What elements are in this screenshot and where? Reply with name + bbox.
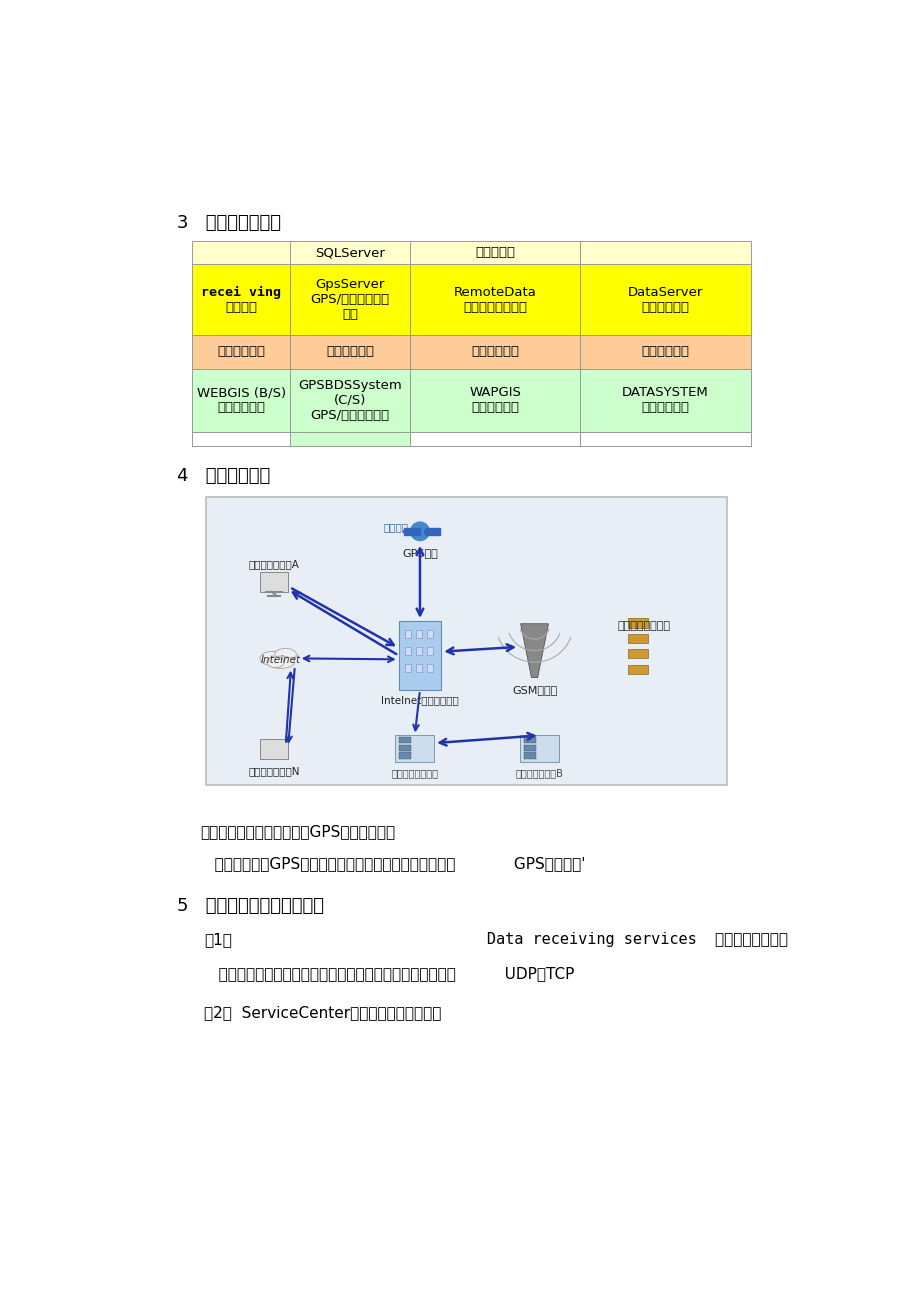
Text: 电子地图管理: 电子地图管理 <box>641 345 688 358</box>
Bar <box>410 369 580 433</box>
Text: RemoteData
远程数据服务中心: RemoteData 远程数据服务中心 <box>453 285 536 314</box>
Text: 大型数据库: 大型数据库 <box>475 246 515 259</box>
Bar <box>628 649 647 658</box>
Text: Inteinet: Inteinet <box>261 655 301 665</box>
Polygon shape <box>520 624 548 678</box>
Ellipse shape <box>267 657 284 667</box>
Text: GPSBDSSystem
(C/S)
GPS/北斗客户端系: GPSBDSSystem (C/S) GPS/北斗客户端系 <box>298 379 402 422</box>
Bar <box>192 335 289 369</box>
Bar <box>289 433 410 446</box>
Bar <box>289 369 410 433</box>
Circle shape <box>410 523 429 541</box>
Ellipse shape <box>275 649 296 661</box>
Bar <box>404 528 419 536</box>
Bar <box>580 335 750 369</box>
Text: 北斗二代: 北斗二代 <box>383 523 408 533</box>
Text: 可以单独使用GPS也可以单独北斗，同时可以进行北斗和            GPS混合定位': 可以单独使用GPS也可以单独北斗，同时可以进行北斗和 GPS混合定位' <box>200 856 585 872</box>
Text: 车辆隶属管理: 车辆隶属管理 <box>471 345 518 358</box>
Bar <box>398 620 441 691</box>
Bar <box>628 665 647 674</box>
Text: 计算机监控中右B: 计算机监控中右B <box>516 767 563 778</box>
Text: 3   、系统组成结构: 3 、系统组成结构 <box>176 214 280 232</box>
Text: 接收大容量终端数据和数据解析，同时支持多种协议，支持          UDP和TCP: 接收大容量终端数据和数据解析，同时支持多种协议，支持 UDP和TCP <box>204 967 573 981</box>
Text: WAPGIS
手机查车系统: WAPGIS 手机查车系统 <box>469 387 520 414</box>
Text: SQLServer: SQLServer <box>315 246 385 259</box>
Bar <box>260 572 288 592</box>
Text: 本系统采用北斗二代卫星和GPS双模定位系统: 本系统采用北斗二代卫星和GPS双模定位系统 <box>200 823 395 839</box>
Bar <box>524 737 535 743</box>
Text: Intelnet网络通信中心: Intelnet网络通信中心 <box>380 694 459 705</box>
Bar <box>628 619 647 628</box>
Text: DataServer
数据服务中心: DataServer 数据服务中心 <box>627 285 702 314</box>
Ellipse shape <box>267 657 294 668</box>
Bar <box>399 737 411 743</box>
Bar <box>580 369 750 433</box>
Bar <box>395 735 434 762</box>
Bar <box>289 241 410 265</box>
Bar <box>524 744 535 751</box>
Text: 菜单权限管理: 菜单权限管理 <box>217 345 265 358</box>
Bar <box>415 631 422 637</box>
Ellipse shape <box>260 652 283 666</box>
Bar <box>192 265 289 335</box>
Bar <box>260 739 288 760</box>
Bar <box>289 335 410 369</box>
Text: Data receiving services  （数据接收服务）: Data receiving services （数据接收服务） <box>204 932 788 947</box>
Bar <box>404 631 411 637</box>
Bar <box>192 241 289 265</box>
Text: recei ving
数据中心: recei ving 数据中心 <box>201 285 281 314</box>
Text: （1）: （1） <box>204 932 232 947</box>
Bar <box>580 241 750 265</box>
Bar <box>628 633 647 642</box>
Text: 4   、网络结构图: 4 、网络结构图 <box>176 468 270 486</box>
Text: 5   、服务器端各个服务简介: 5 、服务器端各个服务简介 <box>176 896 323 915</box>
Bar <box>410 265 580 335</box>
Bar <box>192 433 289 446</box>
Bar <box>399 752 411 758</box>
Text: GpsServer
GPS/北斗处理服务
中心: GpsServer GPS/北斗处理服务 中心 <box>311 278 390 321</box>
Bar <box>524 752 535 758</box>
Text: 计算机监神中社戲: 计算机监神中社戲 <box>391 767 437 778</box>
Text: WEBGIS (B/S)
网上查车系统: WEBGIS (B/S) 网上查车系统 <box>197 387 286 414</box>
Text: GPS卫星: GPS卫星 <box>402 549 437 558</box>
Bar <box>404 665 411 671</box>
Text: 计算机用户终端A: 计算机用户终端A <box>248 559 300 569</box>
Bar <box>425 528 439 536</box>
Bar <box>415 648 422 654</box>
Bar <box>410 241 580 265</box>
Text: 账号权限管理: 账号权限管理 <box>325 345 374 358</box>
Bar <box>426 631 432 637</box>
Bar <box>399 744 411 751</box>
Bar <box>404 648 411 654</box>
Bar <box>426 648 432 654</box>
Bar <box>410 335 580 369</box>
Bar <box>289 265 410 335</box>
Text: （2）  ServiceCenter（数据中心处理服务）: （2） ServiceCenter（数据中心处理服务） <box>204 1005 441 1020</box>
Bar <box>206 496 726 786</box>
Text: 计算机用户终端N: 计算机用户终端N <box>248 766 300 777</box>
Bar <box>415 665 422 671</box>
Bar <box>192 369 289 433</box>
Text: DATASYSTEM
车辆资料管理: DATASYSTEM 车辆资料管理 <box>621 387 708 414</box>
Bar <box>520 735 559 762</box>
Bar <box>580 433 750 446</box>
Text: 物流货运客运车辆: 物流货运客运车辆 <box>617 622 670 632</box>
Bar <box>580 265 750 335</box>
Text: GSM通信塔: GSM通信塔 <box>511 685 557 696</box>
Bar <box>410 433 580 446</box>
Bar <box>426 665 432 671</box>
